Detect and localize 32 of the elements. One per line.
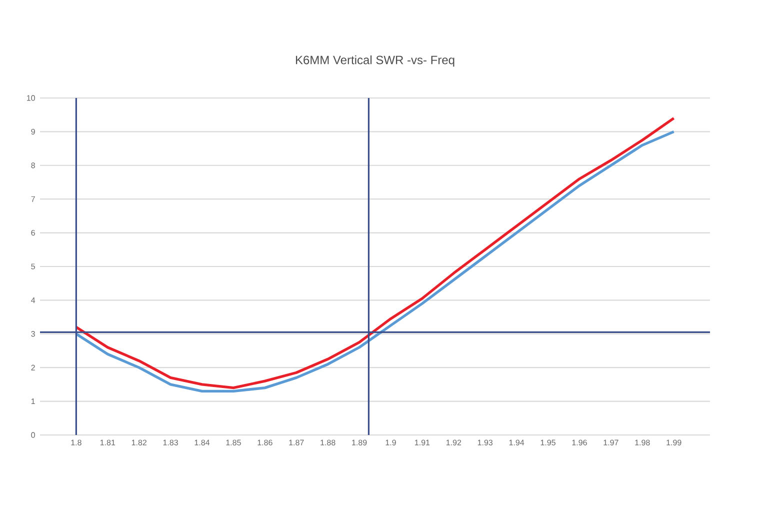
x-tick-label: 1.9 [386, 440, 396, 446]
x-tick-label: 1.96 [572, 440, 587, 446]
x-tick-label: 1.91 [415, 440, 430, 446]
x-tick-label: 1.97 [604, 440, 618, 446]
y-tick-label: 0 [31, 432, 35, 438]
x-tick-label: 1.98 [635, 440, 650, 446]
y-tick-label: 3 [31, 331, 35, 337]
y-tick-label: 7 [31, 196, 35, 202]
x-tick-label: 1.8 [71, 440, 82, 446]
x-tick-label: 1.82 [132, 440, 146, 446]
x-tick-label: 1.92 [446, 440, 462, 446]
x-tick-label: 1.84 [194, 440, 210, 446]
x-tick-label: 1.86 [258, 440, 272, 446]
x-tick-label: 1.95 [540, 440, 556, 446]
y-tick-label: 8 [31, 162, 35, 168]
x-tick-label: 1.99 [666, 440, 682, 446]
x-tick-label: 1.88 [320, 440, 336, 446]
y-tick-label: 10 [27, 95, 35, 101]
y-tick-label: 6 [31, 230, 35, 236]
y-tick-label: 4 [31, 297, 36, 303]
x-tick-label: 1.94 [509, 440, 524, 446]
x-tick-label: 1.87 [289, 440, 304, 446]
x-tick-label: 1.89 [352, 440, 367, 446]
y-tick-label: 5 [31, 264, 35, 270]
y-tick-label: 9 [31, 128, 35, 135]
x-tick-label: 1.85 [226, 440, 241, 446]
y-tick-label: 1 [31, 398, 35, 404]
y-tick-label: 2 [31, 364, 35, 370]
x-tick-label: 1.83 [163, 440, 178, 446]
x-tick-label: 1.81 [100, 440, 116, 446]
x-tick-label: 1.93 [478, 440, 493, 446]
chart-title: K6MM Vertical SWR -vs- Freq [296, 55, 454, 67]
